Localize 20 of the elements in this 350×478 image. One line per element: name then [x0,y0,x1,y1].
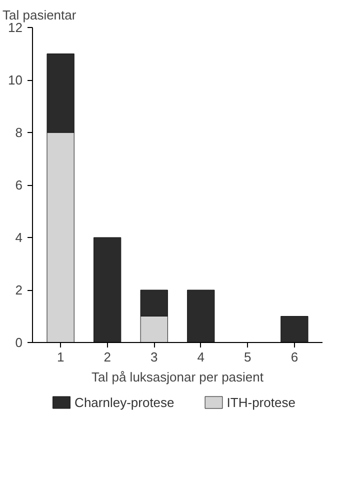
y-tick-label: 6 [15,178,23,192]
bar [280,316,308,342]
x-axis-title: Tal på luksasjonar per pasient [92,370,264,384]
y-tick-label: 4 [15,230,23,245]
x-tick-label: 1 [56,350,64,364]
x-tick-label: 3 [150,350,158,364]
x-tick-label: 2 [104,350,111,364]
x-tick-label: 6 [290,350,298,364]
bar [187,290,215,342]
x-tick-label: 5 [244,350,252,364]
legend-label: Charnley-protese [74,395,174,410]
y-tick-label: 2 [15,282,23,298]
x-tick-label: 4 [197,350,205,364]
y-tick-label: 0 [15,335,23,350]
y-axis-title: Tal pasientar [2,8,77,22]
y-tick-label: 12 [8,20,23,35]
y-tick-label: 10 [8,72,23,88]
y-tick-label: 8 [15,125,23,140]
bar [94,237,122,342]
legend-label: ITH-protese [226,395,296,410]
